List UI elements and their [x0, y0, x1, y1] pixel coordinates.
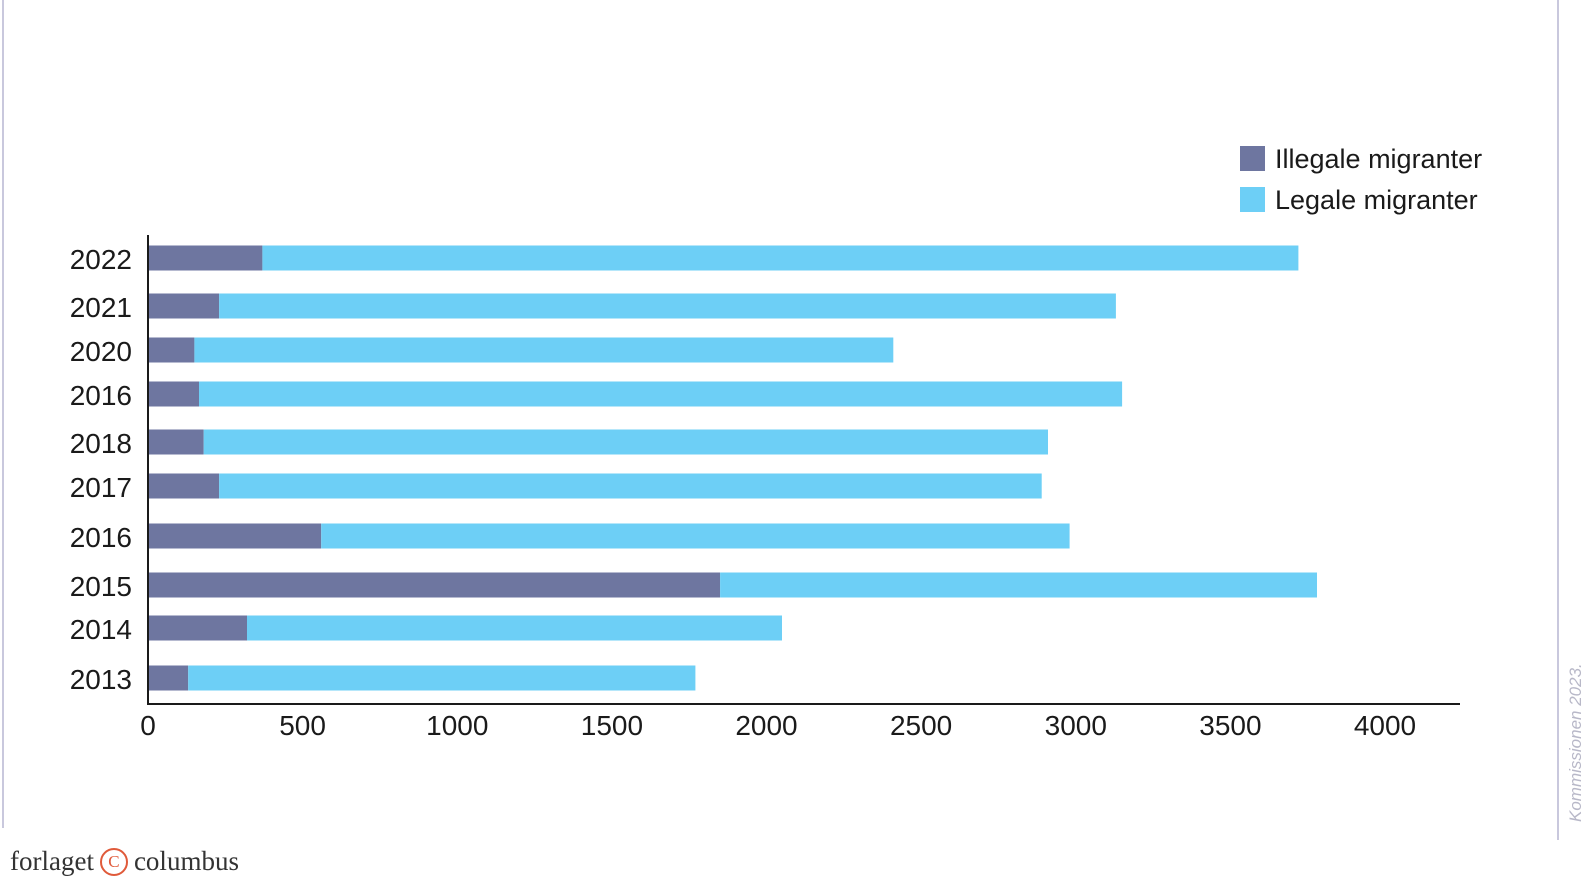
copyright-circle-icon: C	[99, 847, 128, 876]
y-tick-label-1: 2021	[70, 292, 132, 323]
y-tick-label-6: 2016	[70, 522, 132, 553]
legend-swatch-0	[1240, 146, 1265, 171]
bar-illegal-3	[148, 381, 199, 407]
bar-legal-0	[262, 245, 1299, 271]
y-tick-label-2: 2020	[70, 336, 132, 367]
y-tick-label-0: 2022	[70, 244, 132, 275]
x-tick-label-4: 2000	[735, 710, 797, 741]
y-tick-label-9: 2013	[70, 664, 132, 695]
legend-swatch-1	[1240, 187, 1265, 212]
bar-illegal-4	[148, 429, 204, 455]
bar-illegal-6	[148, 523, 322, 549]
x-tick-label-5: 2500	[890, 710, 952, 741]
legend-label-0: Illegale migranter	[1275, 144, 1482, 174]
y-tick-label-7: 2015	[70, 571, 132, 602]
bar-illegal-1	[148, 293, 220, 319]
y-tick-label-5: 2017	[70, 472, 132, 503]
publisher-name-left: forlaget	[10, 846, 94, 876]
stacked-bar-chart: 2022 2021 2020 2016 2018 2017 2016 2015 2014 2013…	[70, 144, 1482, 741]
bar-illegal-5	[148, 473, 220, 499]
frame-left-line	[2, 0, 4, 828]
legend-label-1: Legale migranter	[1275, 185, 1478, 215]
bar-legal-8	[247, 615, 782, 641]
bar-illegal-2	[148, 337, 195, 363]
frame-right-line	[1557, 0, 1559, 840]
y-tick-label-8: 2014	[70, 614, 132, 645]
x-tick-label-0: 0	[140, 710, 156, 741]
bar-legal-1	[219, 293, 1116, 319]
y-tick-label-3: 2016	[70, 380, 132, 411]
bar-illegal-0	[148, 245, 263, 271]
bar-illegal-7	[148, 572, 721, 598]
legend: Illegale migranter Legale migranter	[1240, 144, 1482, 215]
publisher-logo: forlaget C columbus	[10, 846, 239, 877]
x-tick-label-3: 1500	[581, 710, 643, 741]
x-tick-label-8: 4000	[1354, 710, 1416, 741]
bar-illegal-9	[148, 665, 189, 691]
bar-legal-4	[203, 429, 1048, 455]
bar-legal-7	[720, 572, 1317, 598]
bar-legal-9	[188, 665, 696, 691]
bars-layer	[148, 245, 1317, 691]
bar-legal-5	[219, 473, 1042, 499]
x-tick-label-2: 1000	[426, 710, 488, 741]
publisher-name-right: columbus	[133, 846, 239, 876]
x-tick-labels: 0 500 1000 1500 2000 2500 3000 3500 4000	[140, 710, 1416, 741]
y-tick-label-4: 2018	[70, 428, 132, 459]
bar-legal-6	[321, 523, 1070, 549]
bar-illegal-8	[148, 615, 247, 641]
x-tick-label-6: 3000	[1045, 710, 1107, 741]
x-tick-label-7: 3500	[1199, 710, 1261, 741]
source-note: Kommissionen 2023.	[1566, 663, 1585, 822]
y-tick-labels: 2022 2021 2020 2016 2018 2017 2016 2015 2014 2013	[70, 244, 132, 695]
bar-legal-2	[194, 337, 894, 363]
x-tick-label-1: 500	[279, 710, 326, 741]
bar-legal-3	[199, 381, 1123, 407]
